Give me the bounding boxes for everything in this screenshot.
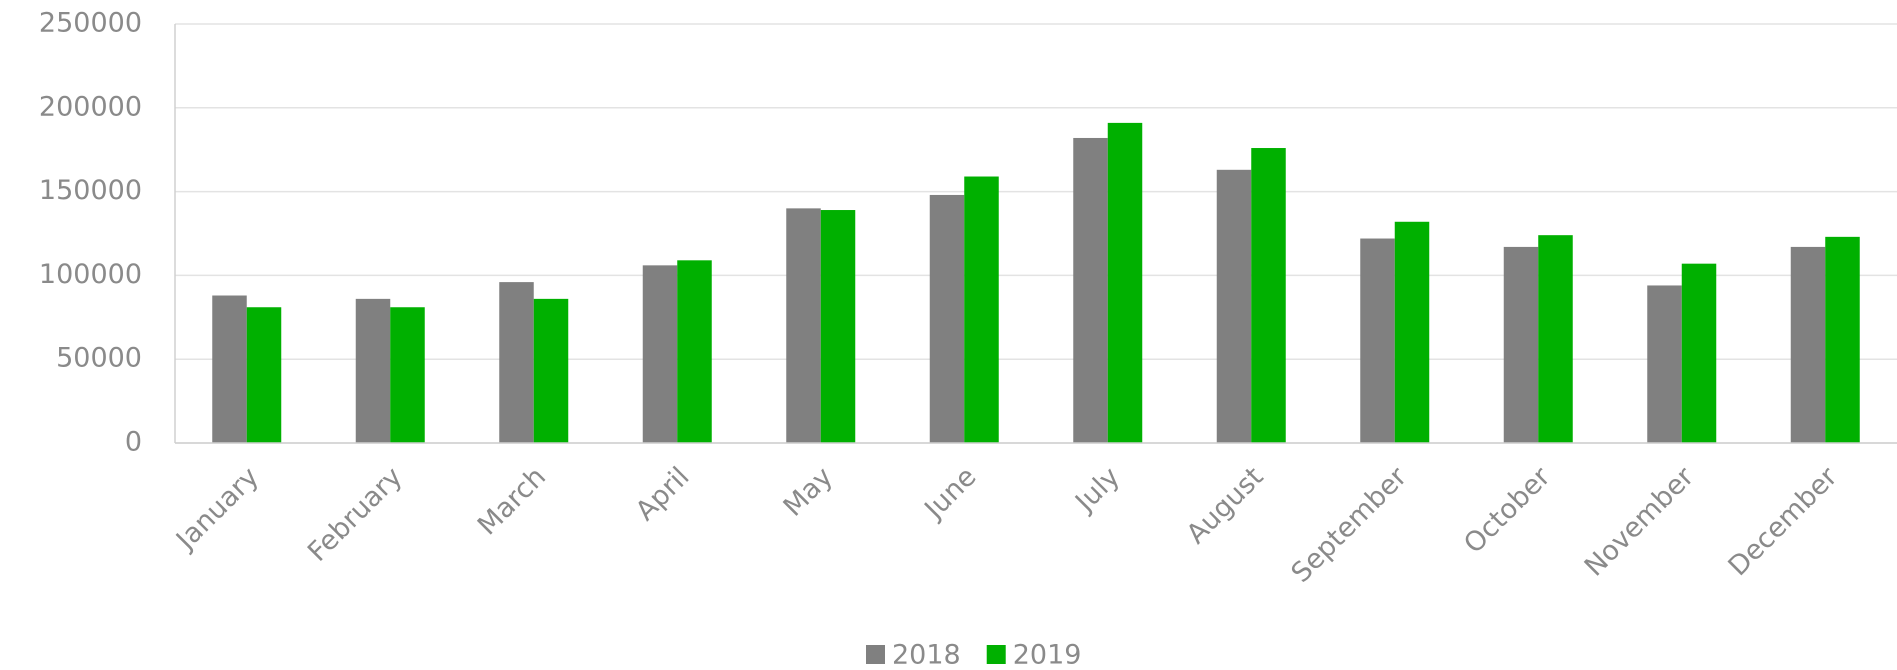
bar	[390, 307, 425, 443]
bar	[1538, 235, 1573, 443]
bar	[677, 260, 712, 443]
x-tick-label: November	[1579, 461, 1701, 583]
x-tick-label: October	[1458, 461, 1557, 560]
bar	[355, 298, 391, 443]
bar	[929, 194, 965, 443]
bar	[1251, 148, 1286, 444]
bar	[642, 265, 678, 443]
y-tick-label: 50000	[56, 343, 142, 374]
bar	[499, 282, 534, 443]
bar	[786, 208, 821, 443]
legend-swatch	[986, 645, 1006, 664]
bar	[1681, 263, 1717, 443]
y-tick-label: 150000	[39, 175, 142, 206]
y-tick-label: 250000	[39, 8, 142, 39]
bar	[964, 176, 999, 444]
bar	[1790, 246, 1826, 443]
x-tick-label: March	[472, 461, 552, 541]
bar	[533, 298, 569, 443]
x-tick-label: May	[778, 461, 839, 522]
bar	[1360, 238, 1395, 443]
bar	[1216, 169, 1252, 443]
bar	[1073, 137, 1108, 443]
bar	[1394, 221, 1430, 443]
bar	[212, 295, 247, 443]
x-tick-label: December	[1723, 461, 1845, 583]
legend-label: 2018	[892, 640, 961, 670]
y-tick-label: 0	[125, 427, 142, 458]
bar	[1503, 246, 1539, 443]
x-tick-label: February	[302, 461, 409, 568]
x-tick-label: September	[1286, 461, 1414, 589]
bar	[1107, 122, 1143, 443]
x-tick-label: August	[1181, 461, 1270, 550]
y-tick-label: 200000	[39, 91, 142, 122]
x-tick-label: April	[630, 461, 696, 527]
y-tick-label: 100000	[39, 259, 142, 290]
bar	[246, 307, 282, 443]
legend-swatch	[866, 645, 885, 664]
legend-label: 2019	[1013, 640, 1082, 670]
bar	[1647, 285, 1682, 443]
bar	[820, 210, 856, 443]
x-tick-label: June	[918, 461, 983, 526]
x-tick-label: July	[1068, 461, 1126, 519]
bar	[1825, 236, 1860, 443]
x-tick-label: January	[169, 461, 265, 557]
